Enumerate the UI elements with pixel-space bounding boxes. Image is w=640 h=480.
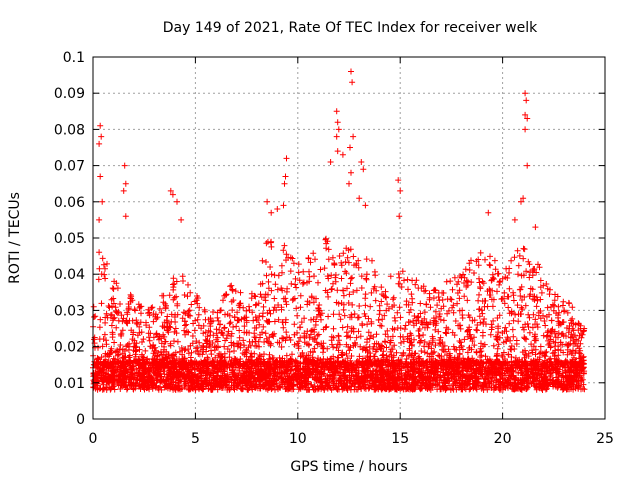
x-tick-label: 25 — [596, 431, 614, 447]
x-tick-labels: 0 5 10 15 20 25 — [89, 431, 614, 447]
x-tick-label: 5 — [191, 431, 200, 447]
axis-ticks — [92, 56, 606, 420]
chart-title: Day 149 of 2021, Rate Of TEC Index for r… — [163, 20, 538, 36]
y-tick-labels: 0 0.01 0.02 0.03 0.04 0.05 0.06 0.07 0.08 0.09 0.1 — [54, 50, 85, 428]
x-tick-label: 15 — [391, 431, 409, 447]
y-tick-label: 0.09 — [54, 86, 85, 102]
y-tick-label: 0.08 — [54, 122, 85, 138]
y-tick-label: 0 — [76, 412, 85, 428]
data-points — [90, 68, 588, 393]
y-tick-label: 0.1 — [63, 50, 85, 66]
y-tick-label: 0.07 — [54, 159, 85, 175]
y-tick-label: 0.01 — [54, 376, 85, 392]
y-tick-label: 0.04 — [54, 267, 85, 283]
y-axis-label: ROTI / TECUs — [7, 192, 23, 284]
y-tick-label: 0.05 — [54, 231, 85, 247]
scatter-points — [90, 68, 588, 393]
y-tick-label: 0.02 — [54, 340, 85, 356]
x-axis-label: GPS time / hours — [290, 459, 407, 475]
x-tick-label: 0 — [89, 431, 98, 447]
x-tick-label: 20 — [494, 431, 512, 447]
y-tick-label: 0.03 — [54, 303, 85, 319]
x-tick-label: 10 — [289, 431, 307, 447]
y-tick-label: 0.06 — [54, 195, 85, 211]
